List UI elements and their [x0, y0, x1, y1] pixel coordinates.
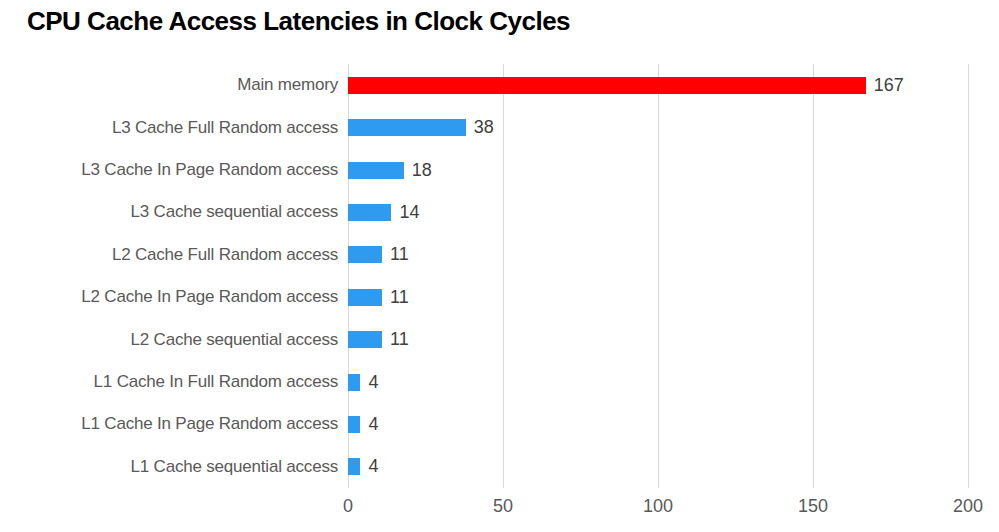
bar-track: 4	[348, 403, 968, 445]
value-label: 14	[399, 202, 419, 223]
bar-row: Main memory 167	[0, 64, 999, 106]
bar-l1-in-page-random	[348, 416, 360, 433]
value-label: 11	[390, 329, 409, 350]
bar-row: L2 Cache sequential access 11	[0, 318, 999, 360]
bar-row: L3 Cache sequential access 14	[0, 191, 999, 233]
bar-l2-sequential	[348, 331, 382, 348]
bar-row: L2 Cache Full Random access 11	[0, 234, 999, 276]
bar-track: 11	[348, 234, 968, 276]
category-label: L1 Cache In Full Random access	[0, 372, 348, 392]
x-axis: 0 50 100 150 200	[348, 496, 968, 520]
x-axis-tick-label: 200	[953, 496, 983, 517]
category-label: Main memory	[0, 75, 348, 95]
bar-track: 11	[348, 276, 968, 318]
value-label: 38	[474, 117, 494, 138]
value-label: 4	[368, 372, 378, 393]
x-axis-tick-label: 150	[798, 496, 828, 517]
bar-main-memory	[348, 77, 866, 94]
bar-row: L3 Cache In Page Random access 18	[0, 149, 999, 191]
chart-canvas: CPU Cache Access Latencies in Clock Cycl…	[0, 0, 999, 532]
bar-l3-full-random	[348, 119, 466, 136]
category-label: L1 Cache In Page Random access	[0, 414, 348, 434]
bar-track: 18	[348, 149, 968, 191]
value-label: 4	[368, 456, 378, 477]
x-axis-tick-label: 100	[643, 496, 673, 517]
bar-l2-in-page-random	[348, 289, 382, 306]
bar-track: 4	[348, 446, 968, 488]
bar-rows: Main memory 167 L3 Cache Full Random acc…	[0, 64, 999, 488]
category-label: L2 Cache In Page Random access	[0, 287, 348, 307]
value-label: 18	[412, 160, 432, 181]
chart-title: CPU Cache Access Latencies in Clock Cycl…	[27, 6, 570, 37]
category-label: L3 Cache sequential access	[0, 202, 348, 222]
bar-row: L2 Cache In Page Random access 11	[0, 276, 999, 318]
bar-row: L1 Cache In Full Random access 4	[0, 361, 999, 403]
value-label: 11	[390, 287, 409, 308]
x-axis-tick-label: 50	[493, 496, 513, 517]
category-label: L3 Cache Full Random access	[0, 118, 348, 138]
value-label: 167	[874, 75, 904, 96]
bar-row: L1 Cache sequential access 4	[0, 446, 999, 488]
bar-track: 14	[348, 191, 968, 233]
bar-track: 11	[348, 318, 968, 360]
category-label: L1 Cache sequential access	[0, 457, 348, 477]
value-label: 4	[368, 414, 378, 435]
value-label: 11	[390, 244, 409, 265]
bar-l1-in-full-random	[348, 374, 360, 391]
bar-track: 38	[348, 106, 968, 148]
plot-area: Main memory 167 L3 Cache Full Random acc…	[0, 64, 999, 488]
category-label: L2 Cache Full Random access	[0, 245, 348, 265]
bar-l2-full-random	[348, 246, 382, 263]
bar-track: 167	[348, 64, 968, 106]
bar-l3-sequential	[348, 204, 391, 221]
bar-l1-sequential	[348, 458, 360, 475]
category-label: L2 Cache sequential access	[0, 330, 348, 350]
bar-l3-in-page-random	[348, 162, 404, 179]
category-label: L3 Cache In Page Random access	[0, 160, 348, 180]
bar-track: 4	[348, 361, 968, 403]
x-axis-tick-label: 0	[343, 496, 353, 517]
bar-row: L3 Cache Full Random access 38	[0, 106, 999, 148]
bar-row: L1 Cache In Page Random access 4	[0, 403, 999, 445]
